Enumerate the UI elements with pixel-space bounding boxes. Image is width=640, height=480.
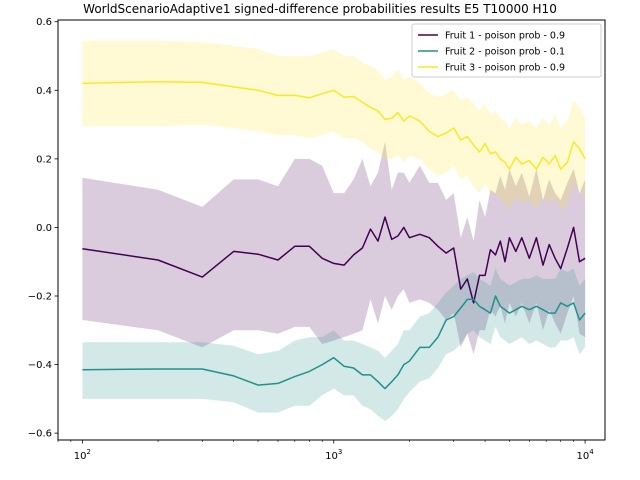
y-tick-label-5: −0.4 [28, 360, 52, 371]
series-lines [82, 80, 586, 390]
x-tick-exponent-0: 2 [86, 448, 90, 456]
y-tick-label-3: 0.0 [36, 223, 52, 234]
x-tick-label-2: 104 [576, 448, 594, 462]
plot-frame [57, 19, 606, 441]
legend-box [411, 23, 602, 78]
y-tick-label-1: 0.4 [36, 86, 52, 97]
y-tick-label-0: 0.6 [36, 17, 52, 28]
legend-label-2: Fruit 2 - poison prob - 0.1 [445, 47, 565, 58]
x-tick-exponent-1: 3 [338, 448, 342, 456]
legend-label-3: Fruit 3 - poison prob - 0.9 [445, 63, 565, 74]
band-series-2 [82, 268, 586, 422]
band-series-1 [82, 141, 586, 355]
x-tick-exponent-2: 4 [589, 448, 594, 456]
x-tick-label-0: 102 [74, 448, 91, 462]
x-tick-label-1: 103 [325, 448, 342, 462]
x-axis: 102 103 104 [57, 440, 594, 462]
confidence-bands [82, 40, 586, 422]
line-series-1 [82, 216, 586, 304]
y-tick-label-4: −0.2 [28, 292, 52, 303]
y-tick-label-2: 0.2 [36, 154, 52, 165]
y-tick-label-6: −0.6 [28, 429, 52, 440]
legend-label-1: Fruit 1 - poison prob - 0.9 [445, 31, 565, 42]
chart-title: WorldScenarioAdaptive1 signed-difference… [83, 2, 557, 16]
line-series-3 [82, 80, 586, 170]
line-series-2 [82, 295, 586, 390]
legend: Fruit 1 - poison prob - 0.9 Fruit 2 - poi… [411, 23, 602, 78]
y-axis: 0.6 0.4 0.2 0.0 −0.2 −0.4 −0.6 [28, 17, 58, 440]
